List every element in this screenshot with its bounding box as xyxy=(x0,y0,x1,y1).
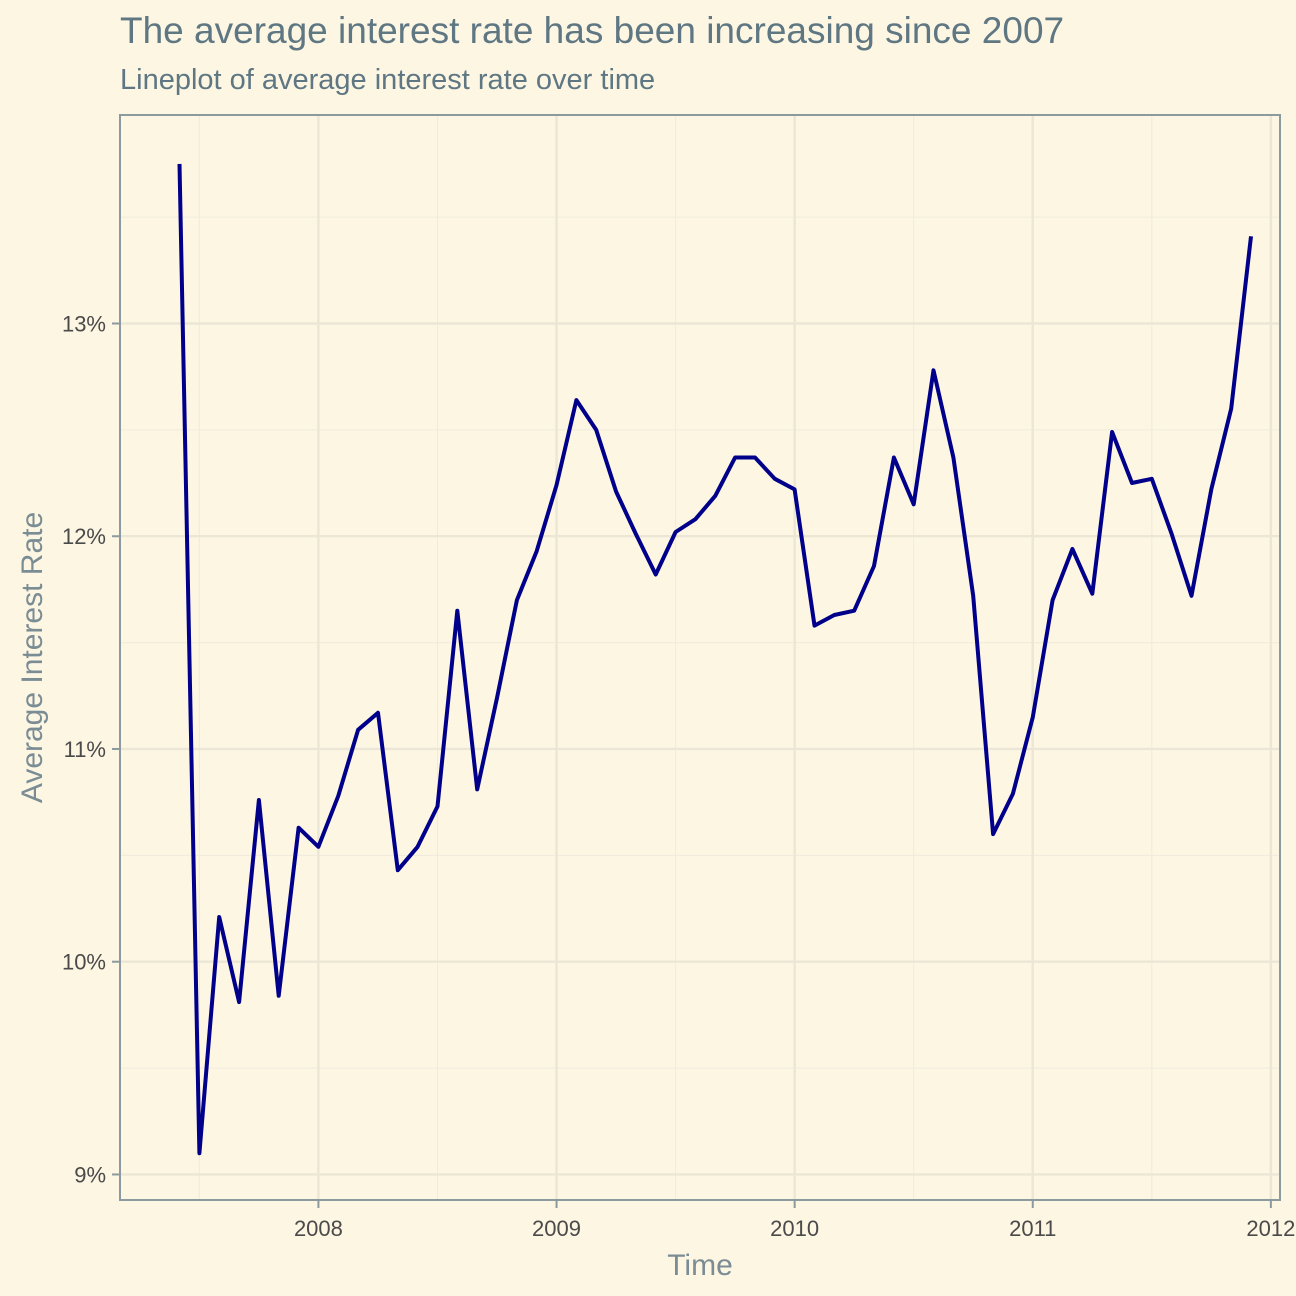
y-tick-label: 13% xyxy=(62,311,106,336)
x-tick-label: 2009 xyxy=(532,1216,581,1241)
x-axis-ticks: 2008 2009 2010 2011 2012 xyxy=(294,1200,1295,1241)
y-tick-label: 10% xyxy=(62,950,106,975)
x-tick-label: 2010 xyxy=(770,1216,819,1241)
chart-subtitle: Lineplot of average interest rate over t… xyxy=(120,64,656,96)
x-tick-label: 2008 xyxy=(294,1216,343,1241)
y-tick-label: 9% xyxy=(74,1162,106,1187)
x-tick-label: 2012 xyxy=(1246,1216,1295,1241)
y-tick-label: 11% xyxy=(64,737,106,762)
major-gridlines xyxy=(120,115,1280,1200)
y-tick-label: 12% xyxy=(62,524,106,549)
minor-gridlines xyxy=(120,115,1280,1200)
x-tick-label: 2011 xyxy=(1009,1216,1056,1241)
chart-title: The average interest rate has been incre… xyxy=(120,10,1065,51)
plot-panel-border xyxy=(119,114,1281,1201)
x-axis-title: Time xyxy=(667,1249,733,1282)
series-line xyxy=(177,163,1253,1156)
y-axis-ticks: 9% 10% 11% 12% 13% xyxy=(62,311,120,1187)
y-axis-title: Average Interest Rate xyxy=(16,512,49,803)
